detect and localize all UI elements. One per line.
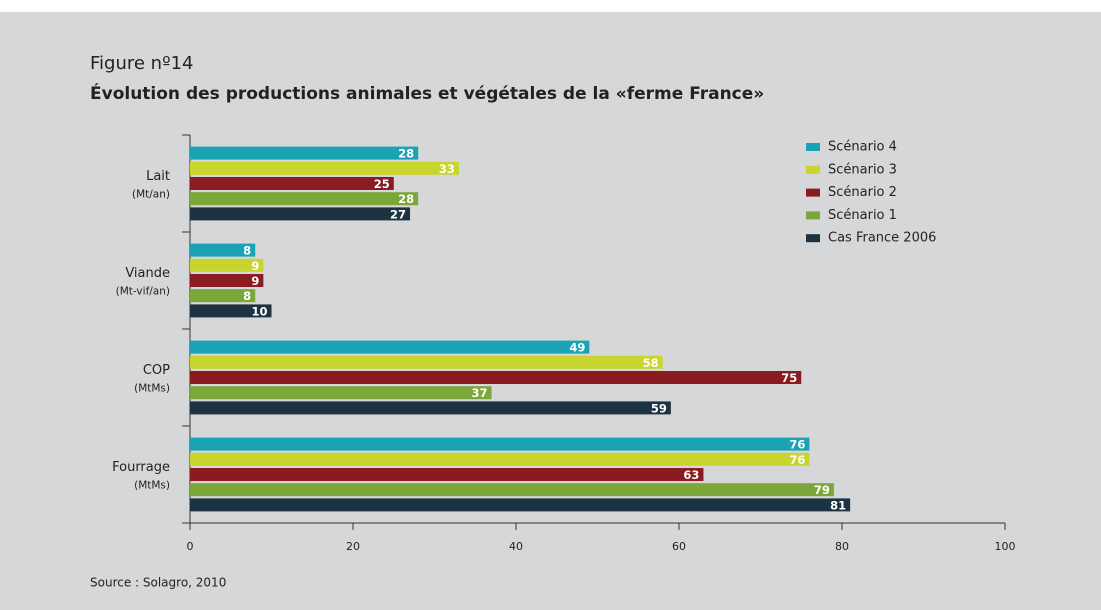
value-label: 75 (781, 371, 797, 385)
category-label: Viande (125, 266, 170, 281)
chart-subtitle: Évolution des productions animales et vé… (90, 82, 764, 104)
x-tick-label: 100 (995, 540, 1016, 553)
value-label: 49 (569, 341, 585, 355)
chart-title: Figure nº14 (90, 53, 193, 74)
value-label: 37 (472, 386, 488, 400)
value-label: 33 (439, 162, 455, 176)
bar (190, 207, 411, 221)
value-label: 10 (251, 304, 267, 318)
category-unit: (MtMs) (134, 480, 170, 492)
legend-label: Cas France 2006 (828, 231, 936, 246)
bar (190, 243, 256, 257)
legend-swatch (806, 234, 820, 243)
value-label: 58 (643, 356, 659, 370)
category-unit: (Mt-vif/an) (116, 286, 170, 298)
bar (190, 468, 704, 481)
bar (190, 177, 394, 190)
bar (190, 498, 851, 512)
x-tick-label: 0 (187, 540, 194, 553)
category-label: COP (143, 363, 170, 378)
value-label: 9 (251, 274, 259, 288)
legend-label: Scénario 4 (828, 140, 897, 155)
category-label: Lait (146, 169, 170, 184)
bar (190, 161, 459, 175)
bar (190, 483, 834, 497)
value-label: 25 (374, 177, 390, 191)
bar (190, 274, 264, 287)
category-label: Fourrage (112, 460, 170, 475)
category-unit: (Mt/an) (132, 189, 170, 201)
bar (190, 289, 256, 303)
value-label: 9 (251, 259, 259, 273)
value-label: 59 (651, 401, 667, 415)
value-label: 76 (789, 438, 805, 452)
bar (190, 340, 590, 354)
bar (190, 192, 419, 206)
legend-swatch (806, 165, 820, 174)
legend-label: Scénario 3 (828, 162, 897, 177)
value-label: 27 (390, 207, 406, 221)
value-label: 8 (243, 289, 251, 303)
bar (190, 355, 663, 369)
legend-label: Scénario 2 (828, 185, 897, 200)
legend-swatch (806, 143, 820, 151)
legend-swatch (806, 188, 820, 197)
legend-label: Scénario 1 (828, 208, 897, 223)
bar (190, 452, 810, 466)
x-tick-label: 20 (346, 540, 360, 553)
bar (190, 401, 671, 415)
x-tick-label: 60 (672, 540, 686, 553)
value-label: 28 (398, 147, 414, 161)
bar (190, 304, 272, 318)
value-label: 63 (683, 468, 699, 482)
value-label: 81 (830, 498, 846, 512)
x-tick-label: 80 (835, 540, 849, 553)
bar (190, 371, 802, 384)
x-tick-label: 40 (509, 540, 523, 553)
bar (190, 437, 810, 451)
value-label: 76 (789, 453, 805, 467)
category-unit: (MtMs) (134, 383, 170, 395)
bar (190, 146, 419, 160)
legend-swatch (806, 211, 820, 220)
source: Source : Solagro, 2010 (90, 576, 226, 590)
value-label: 79 (814, 483, 830, 497)
bar (190, 386, 492, 400)
value-label: 28 (398, 192, 414, 206)
bar (190, 258, 264, 272)
value-label: 8 (243, 244, 251, 258)
